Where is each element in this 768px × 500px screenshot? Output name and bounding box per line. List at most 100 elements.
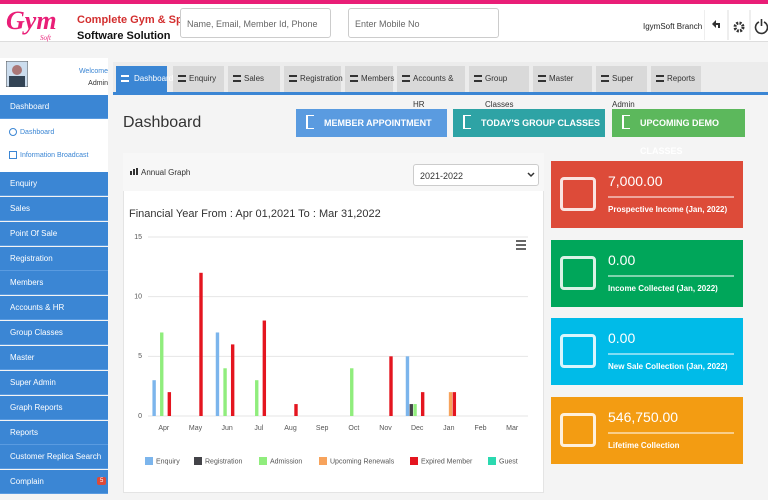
tab-icon	[402, 75, 410, 82]
bar	[448, 392, 453, 416]
bar	[452, 392, 457, 416]
side-item[interactable]: Members	[0, 271, 108, 296]
chart-panel	[123, 153, 544, 493]
x-tick-label: Dec	[411, 425, 424, 432]
power-icon[interactable]	[754, 19, 768, 35]
action-button[interactable]: UPCOMING DEMO CLASSES	[612, 109, 745, 156]
tab[interactable]: Enquiry	[173, 66, 224, 92]
submenu-item[interactable]: Dashboard	[20, 129, 55, 136]
side-item[interactable]: Registration	[0, 246, 108, 271]
tab-icon	[178, 75, 186, 82]
page-title: Dashboard	[123, 114, 202, 131]
x-tick-label: Sep	[316, 425, 329, 432]
side-item[interactable]: Point Of Sale	[0, 221, 108, 246]
legend-swatch	[319, 457, 327, 465]
stat-card	[551, 161, 743, 228]
action-button[interactable]: TODAY'S GROUP CLASSES	[453, 109, 605, 137]
graph-icon	[130, 168, 138, 175]
action-button[interactable]: MEMBER APPOINTMENT	[296, 109, 447, 137]
tab[interactable]: Group Classes	[469, 66, 529, 109]
avatar	[6, 61, 28, 87]
legend-label: Upcoming Renewals	[330, 458, 395, 465]
legend-swatch	[410, 457, 418, 465]
year-select[interactable]: 2021-2022	[413, 164, 539, 186]
menu-header[interactable]: Dashboard	[0, 95, 108, 119]
x-tick-label: Jan	[443, 425, 454, 432]
welcome: Welcome	[78, 68, 108, 75]
bar	[230, 344, 235, 416]
card-label: Prospective Income (Jan, 2022)	[608, 205, 728, 214]
app-title: Complete Gym & Spa	[77, 14, 189, 26]
tab-icon	[121, 75, 129, 82]
tab[interactable]: Reports	[651, 66, 701, 92]
tab[interactable]: Dashboard	[116, 66, 173, 92]
tab-icon	[474, 75, 482, 82]
side-item[interactable]: Group Classes	[0, 321, 108, 346]
chart-menu[interactable]	[516, 240, 526, 250]
card-value: 0.00	[608, 330, 636, 346]
bar	[294, 404, 298, 416]
settings-icon[interactable]	[733, 21, 745, 33]
chart-title: Annual Graph	[141, 168, 191, 177]
y-tick-label: 0	[138, 413, 142, 420]
tab[interactable]: Master	[533, 66, 592, 92]
side-item[interactable]: Sales	[0, 196, 108, 221]
logo-sub: Soft	[40, 34, 51, 42]
card-icon	[560, 413, 596, 447]
legend-label: Expired Member	[421, 458, 473, 465]
branch[interactable]: IgymSoft Branch	[643, 22, 703, 31]
side-item[interactable]: Accounts & HR	[0, 296, 108, 321]
button-icon	[306, 115, 314, 129]
side-item[interactable]: Super Admin	[0, 370, 108, 395]
bar	[223, 368, 227, 416]
card-bar	[608, 353, 734, 355]
submenu-item[interactable]: Information Broadcast	[20, 152, 89, 159]
badge: 5	[97, 477, 107, 486]
card-icon	[560, 177, 596, 211]
card-bar	[608, 196, 734, 198]
mobile-input[interactable]: Enter Mobile No	[348, 8, 499, 38]
bar	[262, 320, 267, 416]
tab[interactable]: Members	[345, 66, 394, 92]
tab[interactable]: Accounts & HR	[397, 66, 465, 109]
logo: Gym	[6, 6, 57, 35]
side-item[interactable]: Master	[0, 345, 108, 370]
y-tick-label: 10	[134, 294, 142, 301]
side-item[interactable]: Reports	[0, 420, 108, 445]
bar	[350, 368, 354, 416]
tab[interactable]: Sales	[228, 66, 280, 92]
y-tick-label: 5	[138, 353, 142, 360]
tab-bar: Dashboard Enquiry Sales Registration Members…	[113, 62, 768, 109]
stat-card	[551, 240, 743, 307]
y-tick-label: 15	[134, 234, 142, 241]
chart-subtitle: Financial Year From : Apr 01,2021 To : M…	[129, 208, 381, 220]
header-icons	[704, 10, 768, 40]
side-item[interactable]: Enquiry	[0, 172, 108, 196]
side-item[interactable]: Complain	[0, 470, 108, 495]
search-input[interactable]: Name, Email, Member Id, Phone	[180, 8, 331, 38]
back-icon[interactable]	[712, 20, 720, 28]
bar	[152, 380, 156, 416]
x-tick-label: May	[189, 425, 203, 432]
side-item[interactable]: Graph Reports	[0, 395, 108, 420]
card-label: Income Collected (Jan, 2022)	[608, 284, 718, 293]
stat-card	[551, 397, 743, 464]
x-tick-label: Jul	[254, 425, 263, 432]
card-bar	[608, 432, 734, 434]
x-tick-label: Aug	[284, 425, 297, 432]
bar	[420, 392, 425, 416]
bar	[389, 356, 393, 416]
x-tick-label: Jun	[222, 425, 233, 432]
legend-swatch	[488, 457, 496, 465]
bar	[405, 356, 410, 416]
tab[interactable]: Registration	[284, 66, 343, 92]
x-tick-label: Apr	[158, 425, 170, 432]
card-icon	[560, 334, 596, 368]
x-tick-label: Mar	[506, 425, 519, 432]
tab[interactable]: Super Admin	[596, 66, 647, 109]
chart: 0 5 10 15 Apr May Jun Jul Aug Sep Oct Nov Dec Jan Feb M…	[134, 234, 528, 465]
legend-swatch	[259, 457, 267, 465]
side-item[interactable]: Customer Replica Search	[0, 445, 108, 470]
submenu-icon	[9, 128, 17, 136]
